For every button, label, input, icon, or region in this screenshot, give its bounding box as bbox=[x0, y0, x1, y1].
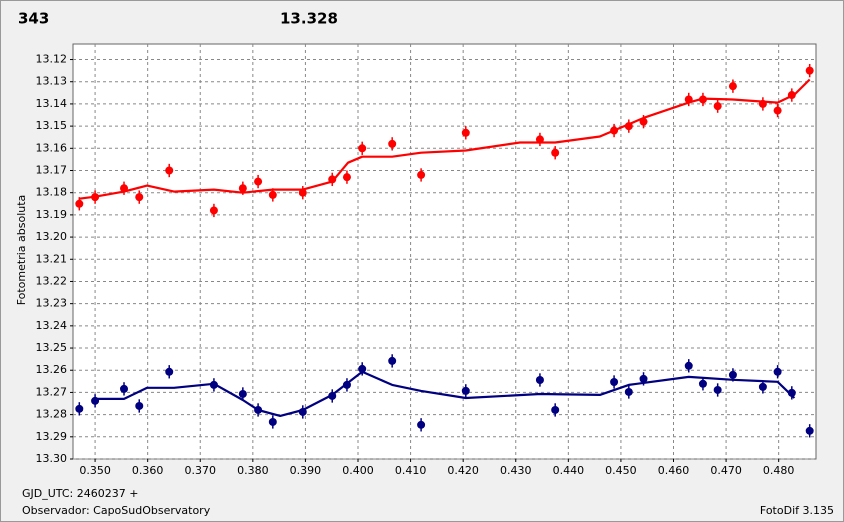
y-tick-label: 13.21 bbox=[36, 252, 68, 265]
data-point bbox=[728, 82, 737, 91]
x-tick-label: 0.430 bbox=[500, 464, 532, 477]
x-tick-label: 0.390 bbox=[290, 464, 322, 477]
y-tick-label: 13.26 bbox=[36, 363, 68, 376]
data-point bbox=[713, 385, 722, 394]
data-point bbox=[358, 364, 367, 373]
footer-label: GJD_UTC: 2460237 + bbox=[22, 487, 138, 500]
header-label: 343 bbox=[18, 10, 49, 28]
data-point bbox=[75, 404, 84, 413]
y-tick-label: 13.19 bbox=[36, 208, 68, 221]
y-tick-label: 13.17 bbox=[36, 163, 68, 176]
data-point bbox=[135, 193, 144, 202]
x-tick-label: 0.420 bbox=[447, 464, 479, 477]
data-point bbox=[461, 128, 470, 137]
header-label: 13.328 bbox=[280, 10, 338, 28]
data-point bbox=[805, 426, 814, 435]
data-point bbox=[417, 420, 426, 429]
data-point bbox=[358, 144, 367, 153]
y-tick-label: 13.22 bbox=[36, 274, 68, 287]
data-point bbox=[388, 356, 397, 365]
data-point bbox=[758, 382, 767, 391]
data-point bbox=[639, 374, 648, 383]
y-tick-label: 13.13 bbox=[36, 75, 68, 88]
data-point bbox=[698, 379, 707, 388]
x-tick-label: 0.360 bbox=[132, 464, 164, 477]
data-point bbox=[238, 184, 247, 193]
data-point bbox=[268, 190, 277, 199]
data-point bbox=[135, 401, 144, 410]
data-point bbox=[75, 199, 84, 208]
data-point bbox=[165, 166, 174, 175]
data-point bbox=[268, 417, 277, 426]
y-tick-label: 13.25 bbox=[36, 341, 68, 354]
x-tick-label: 0.440 bbox=[553, 464, 585, 477]
data-point bbox=[417, 170, 426, 179]
y-tick-label: 13.24 bbox=[36, 319, 68, 332]
y-tick-label: 13.20 bbox=[36, 230, 68, 243]
data-point bbox=[120, 384, 129, 393]
fit-line bbox=[79, 78, 811, 200]
y-tick-label: 13.28 bbox=[36, 408, 68, 421]
x-tick-label: 0.480 bbox=[763, 464, 795, 477]
data-point bbox=[728, 370, 737, 379]
x-tick-label: 0.460 bbox=[658, 464, 690, 477]
plot-area bbox=[72, 43, 817, 460]
footer-label: Observador: CapoSudObservatory bbox=[22, 504, 211, 517]
x-tick-label: 0.380 bbox=[237, 464, 269, 477]
x-tick-label: 0.370 bbox=[185, 464, 217, 477]
x-tick-label: 0.350 bbox=[79, 464, 111, 477]
data-point bbox=[773, 367, 782, 376]
y-axis-label: Fotometria absoluta bbox=[15, 195, 28, 306]
x-tick-label: 0.450 bbox=[605, 464, 637, 477]
y-tick-label: 13.15 bbox=[36, 119, 68, 132]
x-tick-label: 0.470 bbox=[710, 464, 742, 477]
y-tick-label: 13.29 bbox=[36, 430, 68, 443]
data-point bbox=[551, 405, 560, 414]
y-tick-label: 13.12 bbox=[36, 53, 68, 66]
data-point bbox=[773, 106, 782, 115]
data-point bbox=[165, 367, 174, 376]
data-point bbox=[461, 386, 470, 395]
y-tick-label: 13.23 bbox=[36, 297, 68, 310]
data-point bbox=[610, 377, 619, 386]
data-point bbox=[238, 389, 247, 398]
data-point bbox=[684, 361, 693, 370]
y-tick-label: 13.18 bbox=[36, 186, 68, 199]
data-point bbox=[713, 102, 722, 111]
data-point bbox=[209, 206, 218, 215]
data-point bbox=[805, 66, 814, 75]
y-tick-label: 13.27 bbox=[36, 385, 68, 398]
y-tick-label: 13.30 bbox=[36, 452, 68, 465]
y-tick-label: 13.14 bbox=[36, 97, 68, 110]
data-point bbox=[535, 375, 544, 384]
footer-label: FotoDif 3.135 bbox=[760, 504, 834, 517]
data-point bbox=[388, 139, 397, 148]
data-point bbox=[551, 148, 560, 157]
fit-line bbox=[95, 370, 796, 417]
y-tick-label: 13.16 bbox=[36, 141, 68, 154]
data-point bbox=[342, 173, 351, 182]
x-tick-label: 0.410 bbox=[395, 464, 427, 477]
data-point bbox=[624, 387, 633, 396]
data-point bbox=[254, 177, 263, 186]
x-tick-label: 0.400 bbox=[342, 464, 374, 477]
